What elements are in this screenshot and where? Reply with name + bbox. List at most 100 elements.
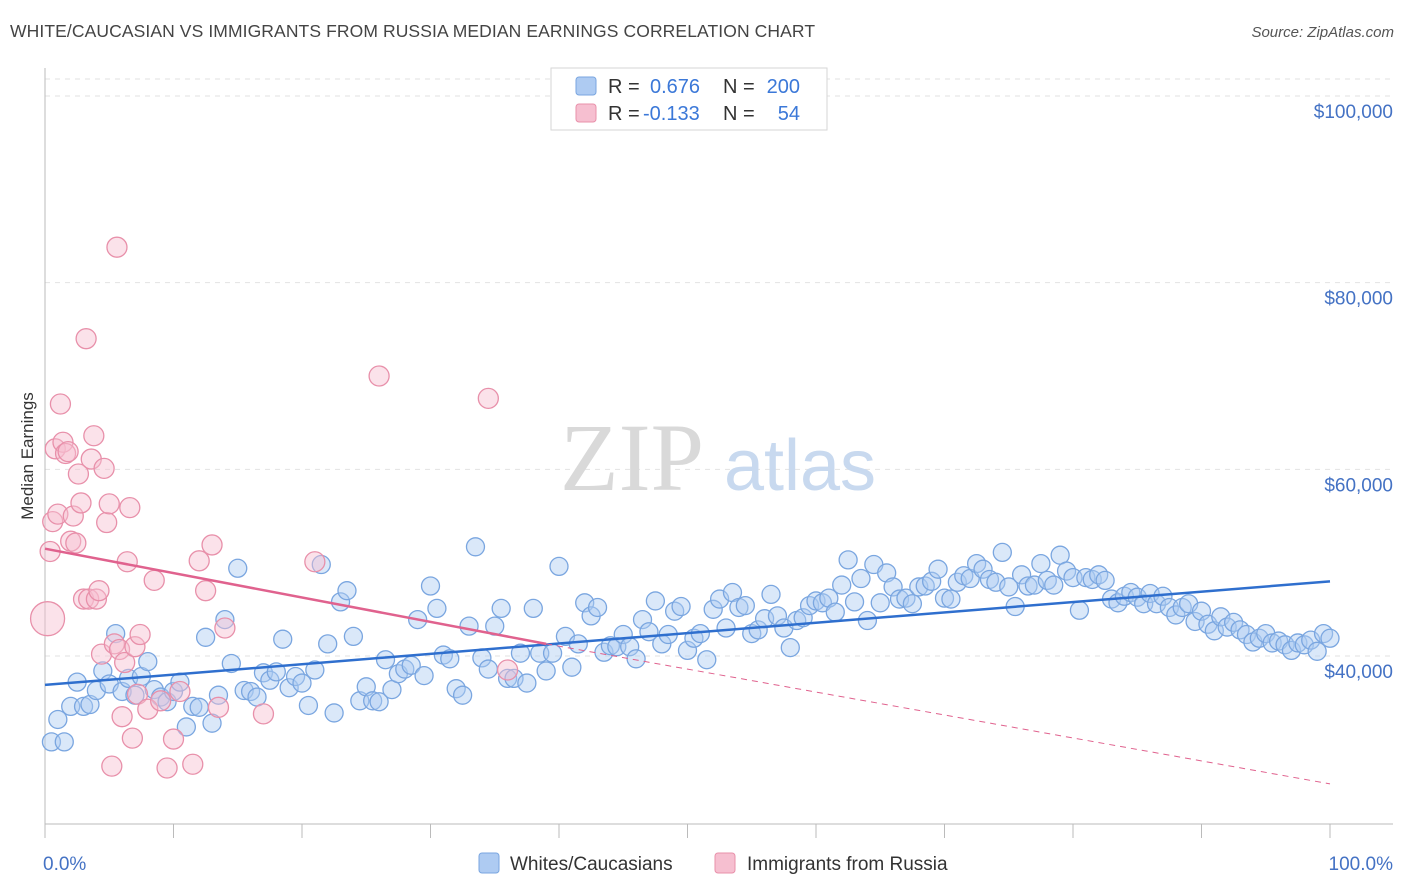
trend-line-whites (44, 580, 1331, 687)
data-point (1320, 628, 1340, 648)
y-axis-label: Median Earnings (18, 392, 37, 520)
data-point (902, 594, 923, 614)
data-point (195, 627, 216, 647)
data-point (298, 695, 319, 716)
data-point (517, 673, 537, 693)
data-point (748, 620, 768, 640)
chart-title: WHITE/CAUCASIAN VS IMMIGRANTS FROM RUSSI… (10, 21, 816, 41)
data-point (491, 598, 511, 619)
data-point (356, 677, 376, 697)
data-point (761, 584, 781, 605)
data-point (870, 593, 890, 613)
legend-swatch-russia (575, 103, 597, 123)
y-tick-label: $100,000 (1314, 102, 1393, 123)
data-point (48, 709, 68, 730)
data-point (70, 492, 92, 514)
legend: R = 0.676 N = 200 R = -0.133 N = 54 (550, 67, 828, 131)
data-point (137, 698, 159, 720)
data-point (851, 568, 871, 589)
data-point (156, 757, 178, 779)
data-point (478, 659, 498, 679)
watermark-atlas: atlas (724, 426, 876, 506)
bottom-legend-label-russia: Immigrants from Russia (747, 854, 948, 875)
data-point (587, 597, 608, 618)
data-point (992, 542, 1012, 563)
data-point (928, 559, 948, 579)
data-point (941, 589, 961, 609)
data-point (65, 532, 87, 554)
data-point (440, 649, 460, 669)
data-point (1018, 576, 1038, 596)
data-point (549, 556, 569, 577)
data-point (1223, 612, 1244, 633)
data-point (523, 598, 543, 619)
data-point (973, 559, 993, 579)
bottom-legend: Whites/Caucasians Immigrants from Russia (478, 852, 948, 875)
data-point (1044, 575, 1064, 595)
legend-r-value-russia: -0.133 (643, 103, 700, 125)
data-point (600, 636, 621, 656)
x-tick-label: 0.0% (43, 854, 86, 875)
data-point (29, 601, 66, 637)
data-point (645, 591, 666, 611)
data-point (214, 617, 236, 639)
series-whites-points (41, 537, 1340, 752)
data-point (106, 236, 128, 258)
data-point (735, 595, 755, 616)
data-point (542, 643, 563, 663)
data-point (75, 328, 97, 350)
data-point (101, 755, 123, 777)
watermark: ZIP atlas (560, 404, 876, 511)
data-point (337, 581, 357, 601)
trend-line-russia-extension (546, 643, 1331, 785)
data-point (671, 596, 691, 617)
data-point (318, 634, 338, 654)
data-point (922, 571, 942, 591)
data-point (536, 661, 556, 681)
data-point (88, 580, 110, 602)
data-point (215, 609, 235, 630)
data-point (143, 569, 165, 592)
data-point (80, 694, 100, 715)
data-point (857, 610, 878, 631)
data-point (149, 690, 172, 712)
data-point (626, 649, 646, 669)
data-point (477, 387, 499, 410)
bottom-legend-swatch-whites (478, 852, 500, 874)
data-point (176, 717, 197, 737)
data-point (85, 588, 108, 610)
data-point (343, 626, 364, 647)
data-point (363, 691, 383, 711)
data-point (182, 753, 204, 775)
series-russia-points (29, 236, 519, 779)
data-point (1031, 553, 1051, 574)
data-point (129, 623, 151, 646)
data-point (96, 511, 118, 534)
data-point (189, 697, 209, 717)
data-point (114, 651, 136, 674)
data-point (62, 505, 84, 527)
data-point (98, 493, 120, 515)
data-point (67, 463, 90, 485)
data-point (510, 643, 531, 663)
data-point (304, 551, 326, 573)
data-point (1166, 605, 1186, 625)
data-point (934, 588, 955, 608)
data-point (228, 558, 248, 578)
data-point (126, 683, 149, 705)
data-point (369, 692, 389, 712)
data-point (465, 537, 486, 557)
legend-box (550, 67, 828, 131)
data-point (273, 629, 293, 649)
data-point (825, 602, 845, 622)
data-point (697, 650, 717, 670)
data-point (111, 706, 133, 728)
legend-swatch-whites (575, 76, 597, 96)
data-point (562, 657, 582, 677)
legend-r-label-russia: R = (608, 103, 640, 125)
data-point (716, 618, 736, 638)
data-point (57, 440, 79, 463)
data-point (194, 580, 217, 602)
bottom-legend-label-whites: Whites/Caucasians (510, 854, 673, 875)
